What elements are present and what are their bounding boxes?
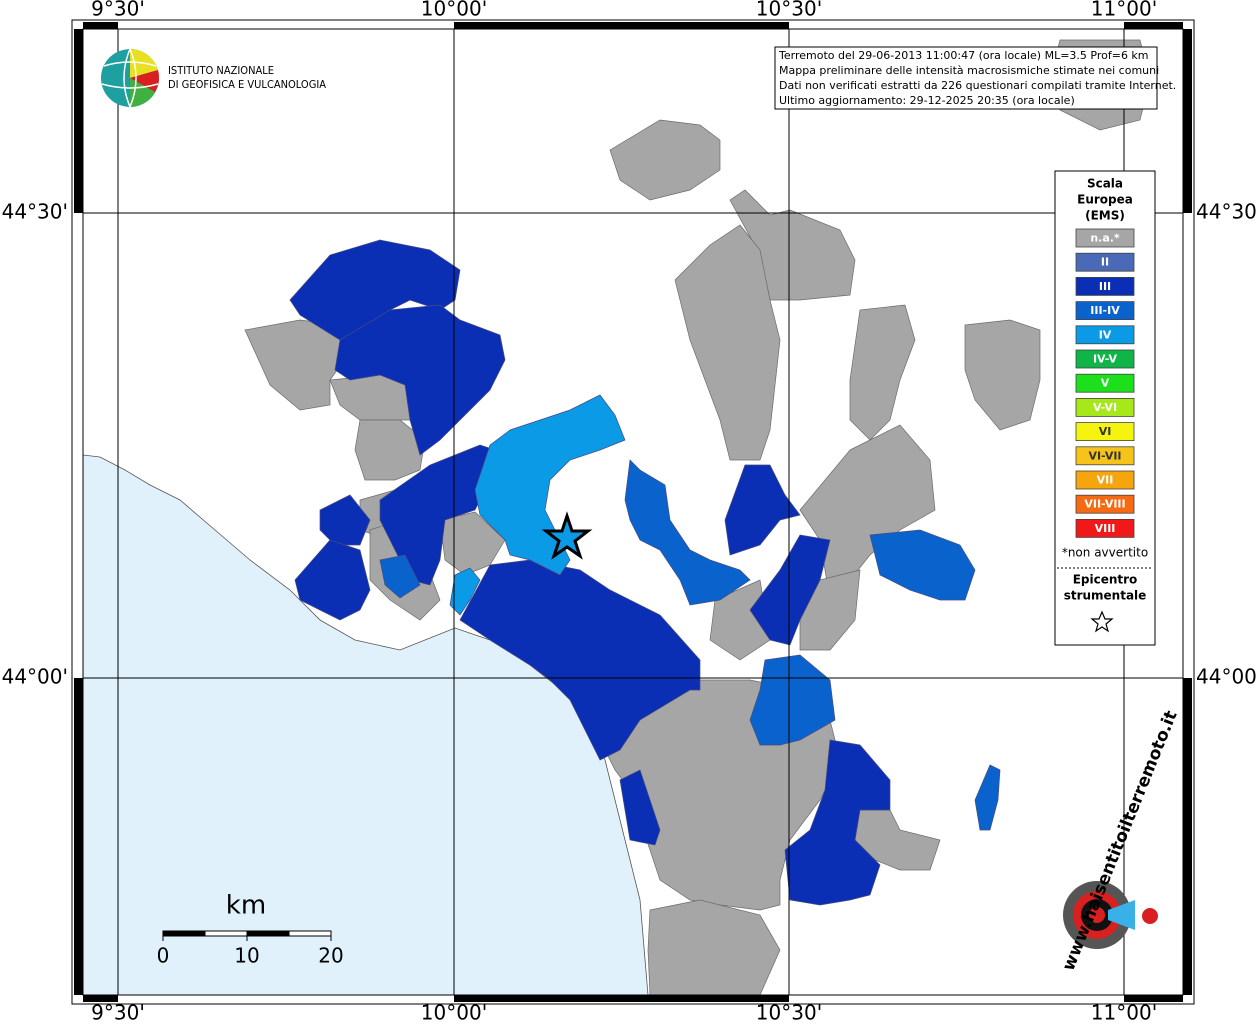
legend: ScalaEuropea(EMS)n.a.*IIIIIIII-IVIVIV-VV… xyxy=(1054,170,1156,646)
legend-label: VII-VIII xyxy=(1084,498,1125,511)
legend-epicentre: Epicentro xyxy=(1073,573,1138,587)
lat-label: 44°00' xyxy=(2,665,68,689)
scale-unit: km xyxy=(226,891,266,921)
scale-label: 20 xyxy=(318,944,343,968)
lat-label: 44°00' xyxy=(1196,665,1257,689)
legend-star xyxy=(1090,610,1114,633)
lon-label: 10°30' xyxy=(756,1001,822,1025)
info-line: Dati non verificati estratti da 226 ques… xyxy=(779,79,1176,92)
ingv-logo: ISTITUTO NAZIONALE DI GEOFISICA E VULCAN… xyxy=(101,48,326,108)
scale-segment xyxy=(204,930,248,937)
lon-label: 9°30' xyxy=(91,1001,145,1025)
legend-swatch xyxy=(1075,446,1135,466)
legend-label: V-VI xyxy=(1093,401,1117,414)
scale-label: 10 xyxy=(234,944,259,968)
municipalities-iv xyxy=(449,394,626,616)
info-line: Ultimo aggiornamento: 29-12-2025 20:35 (… xyxy=(779,94,1075,107)
legend-swatch xyxy=(1075,422,1135,442)
legend-note: *non avvertito xyxy=(1062,546,1148,560)
legend-swatch xyxy=(1075,276,1135,296)
legend-title: (EMS) xyxy=(1085,209,1125,223)
legend-swatch xyxy=(1075,373,1135,393)
info-box: Terremoto del 29-06-2013 11:00:47 (ora l… xyxy=(774,46,1176,110)
legend-label: VI-VII xyxy=(1088,449,1121,462)
legend-swatch xyxy=(1075,470,1135,490)
legend-label: IV-V xyxy=(1093,353,1118,366)
scale-segment xyxy=(162,930,206,937)
legend-swatch xyxy=(1075,301,1135,321)
scale-segment xyxy=(246,930,290,937)
legend-swatch xyxy=(1075,252,1135,272)
lon-label: 11°00' xyxy=(1091,0,1157,21)
lon-label: 11°00' xyxy=(1091,1001,1157,1025)
legend-swatch xyxy=(1075,228,1135,248)
legend-label: II xyxy=(1101,256,1109,269)
scale-segment xyxy=(288,930,332,937)
info-line: Terremoto del 29-06-2013 11:00:47 (ora l… xyxy=(778,49,1149,62)
lon-label: 9°30' xyxy=(91,0,145,21)
legend-epicentre: strumentale xyxy=(1064,589,1147,603)
logo-text: ISTITUTO NAZIONALE xyxy=(168,64,274,77)
legend-label: III-IV xyxy=(1090,304,1120,317)
lat-label: 44°30' xyxy=(1196,200,1257,224)
legend-label: VIII xyxy=(1095,522,1116,535)
legend-label: III xyxy=(1099,280,1111,293)
legend-swatch xyxy=(1075,349,1135,369)
legend-swatch xyxy=(1075,397,1135,417)
lon-label: 10°30' xyxy=(756,0,822,21)
scale-label: 0 xyxy=(157,944,170,968)
scale-bar: km 0 10 20 xyxy=(157,891,344,968)
lat-label: 44°30' xyxy=(2,200,68,224)
legend-swatch xyxy=(1075,325,1135,345)
frame xyxy=(71,19,1195,1005)
legend-title: Europea xyxy=(1077,193,1133,207)
legend-label: VII xyxy=(1097,474,1114,487)
legend-title: Scala xyxy=(1087,177,1123,191)
legend-swatch xyxy=(1075,494,1135,514)
legend-swatch xyxy=(1075,519,1135,538)
lon-label: 10°00' xyxy=(421,1001,487,1025)
logo-text: DI GEOFISICA E VULCANOLOGIA xyxy=(168,78,326,91)
municipalities-iii xyxy=(289,239,891,906)
legend-label: IV xyxy=(1099,328,1112,341)
info-line: Mappa preliminare delle intensità macros… xyxy=(779,64,1159,77)
epicentre-star xyxy=(541,511,593,560)
legend-label: n.a.* xyxy=(1090,232,1120,245)
lon-label: 10°00' xyxy=(421,0,487,21)
legend-label: VI xyxy=(1099,425,1112,438)
sea xyxy=(82,454,649,996)
legend-label: V xyxy=(1101,377,1110,390)
